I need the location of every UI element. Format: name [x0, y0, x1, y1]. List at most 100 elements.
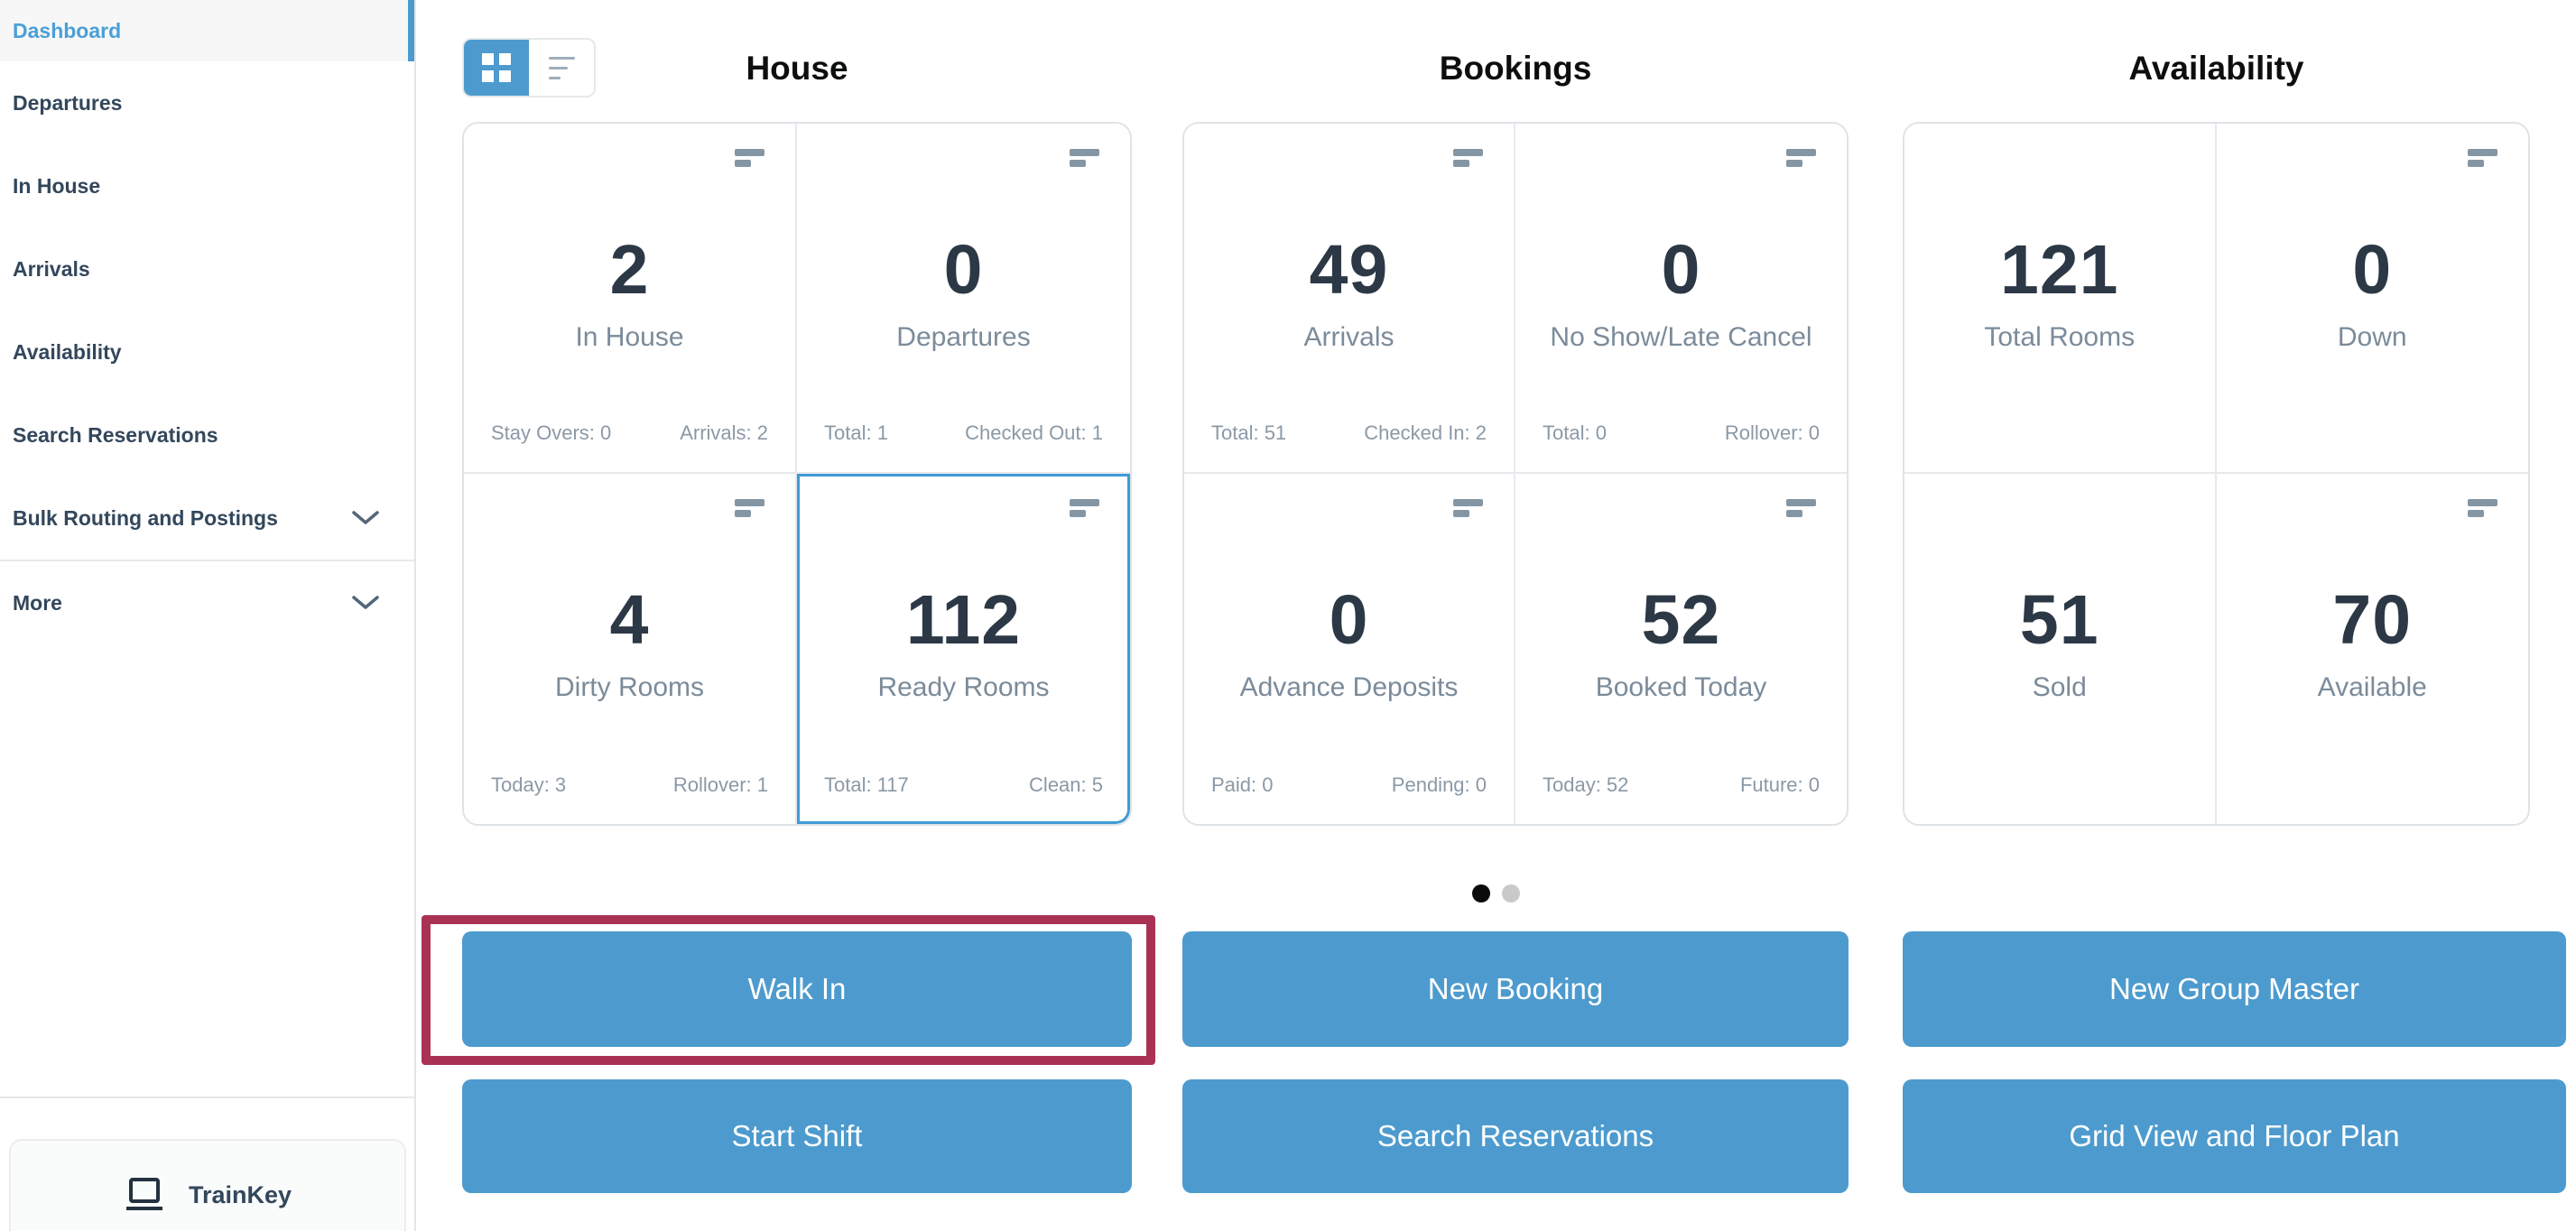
list-view-button[interactable] — [529, 40, 594, 96]
card-stat-left: Total: 1 — [824, 421, 888, 444]
card-stats: Paid: 0 Pending: 0 — [1211, 773, 1487, 797]
card-arrivals[interactable]: 49 Arrivals Total: 51 Checked In: 2 — [1184, 124, 1515, 474]
sidebar-item-departures[interactable]: Departures — [0, 61, 414, 144]
sidebar: Dashboard Departures In House Arrivals A… — [0, 0, 416, 1231]
card-dirty-rooms[interactable]: 4 Dirty Rooms Today: 3 Rollover: 1 — [464, 474, 797, 824]
section-title-house: House — [746, 50, 848, 87]
card-value: 0 — [1661, 231, 1701, 309]
card-label: Booked Today — [1595, 672, 1767, 702]
card-stat-right: Rollover: 0 — [1724, 421, 1820, 444]
sidebar-item-search-reservations[interactable]: Search Reservations — [0, 393, 414, 477]
grid-view-icon — [482, 53, 511, 82]
card-menu-icon[interactable] — [1453, 499, 1483, 517]
card-advance-deposits[interactable]: 0 Advance Deposits Paid: 0 Pending: 0 — [1184, 474, 1515, 824]
sidebar-bottom-divider — [0, 1097, 414, 1098]
view-toggle — [462, 38, 596, 97]
card-stat-right: Checked Out: 1 — [965, 421, 1103, 444]
carousel-dot-2[interactable] — [1502, 884, 1520, 902]
card-label: Advance Deposits — [1239, 672, 1459, 702]
house-card-group: 2 In House Stay Overs: 0 Arrivals: 2 0 D… — [462, 122, 1132, 826]
trainkey-button[interactable]: TrainKey — [9, 1139, 406, 1231]
card-stat-left: Today: 3 — [491, 773, 567, 796]
card-stat-left: Total: 117 — [824, 773, 909, 796]
card-menu-icon[interactable] — [1786, 149, 1816, 167]
card-value: 121 — [2000, 231, 2119, 309]
card-stat-right: Clean: 5 — [1029, 773, 1103, 796]
card-stats: Total: 1 Checked Out: 1 — [824, 421, 1103, 445]
card-stats: Today: 52 Future: 0 — [1543, 773, 1820, 797]
sidebar-item-label: Arrivals — [13, 256, 90, 281]
search-reservations-button[interactable]: Search Reservations — [1182, 1079, 1849, 1193]
card-value: 0 — [943, 231, 984, 309]
card-booked-today[interactable]: 52 Booked Today Today: 52 Future: 0 — [1515, 474, 1847, 824]
chevron-down-icon — [352, 511, 379, 524]
card-value: 51 — [2019, 581, 2099, 659]
card-label: Sold — [2032, 672, 2087, 702]
sidebar-divider — [0, 560, 414, 561]
card-stats: Today: 3 Rollover: 1 — [491, 773, 768, 797]
card-label: Total Rooms — [1984, 322, 2136, 352]
card-stat-left: Today: 52 — [1543, 773, 1629, 796]
section-title-availability: Availability — [2128, 50, 2304, 87]
card-value: 0 — [1329, 581, 1369, 659]
card-stat-right: Future: 0 — [1739, 773, 1820, 796]
card-down[interactable]: 0 Down — [2216, 124, 2528, 474]
card-stats: Stay Overs: 0 Arrivals: 2 — [491, 421, 768, 445]
card-menu-icon[interactable] — [2468, 149, 2497, 167]
new-group-master-button[interactable]: New Group Master — [1903, 931, 2566, 1047]
carousel-dot-1-active[interactable] — [1472, 884, 1490, 902]
walk-in-button[interactable]: Walk In — [462, 931, 1132, 1047]
start-shift-button[interactable]: Start Shift — [462, 1079, 1132, 1193]
sidebar-item-availability[interactable]: Availability — [0, 310, 414, 393]
sidebar-item-arrivals[interactable]: Arrivals — [0, 227, 414, 310]
card-stat-left: Stay Overs: 0 — [491, 421, 612, 444]
card-available[interactable]: 70 Available — [2216, 474, 2528, 824]
card-stat-left: Total: 51 — [1211, 421, 1287, 444]
card-label: Dirty Rooms — [554, 672, 704, 702]
grid-view-and-floor-plan-button[interactable]: Grid View and Floor Plan — [1903, 1079, 2566, 1193]
card-menu-icon[interactable] — [1070, 149, 1099, 167]
sidebar-item-label: Availability — [13, 339, 122, 364]
card-label: Arrivals — [1303, 322, 1395, 352]
main-content: House Bookings Availability 2 In House S… — [416, 0, 2576, 1231]
card-value: 112 — [905, 581, 1022, 659]
grid-view-button[interactable] — [464, 40, 529, 96]
active-indicator-bar — [408, 0, 414, 61]
sidebar-item-label: Bulk Routing and Postings — [13, 505, 278, 530]
sidebar-item-label: More — [13, 590, 62, 615]
sidebar-item-label: Departures — [13, 90, 123, 115]
card-menu-icon[interactable] — [735, 149, 764, 167]
sidebar-item-dashboard[interactable]: Dashboard — [0, 0, 414, 61]
card-menu-icon[interactable] — [1070, 499, 1099, 517]
card-stat-right: Checked In: 2 — [1364, 421, 1487, 444]
card-menu-icon[interactable] — [1453, 149, 1483, 167]
card-in-house[interactable]: 2 In House Stay Overs: 0 Arrivals: 2 — [464, 124, 797, 474]
card-label: No Show/Late Cancel — [1550, 322, 1812, 352]
card-menu-icon[interactable] — [1786, 499, 1816, 517]
card-stat-left: Total: 0 — [1543, 421, 1607, 444]
card-value: 4 — [609, 581, 650, 659]
card-stat-right: Rollover: 1 — [672, 773, 768, 796]
card-total-rooms[interactable]: 121 Total Rooms — [1904, 124, 2217, 474]
sidebar-item-label: Search Reservations — [13, 422, 218, 447]
chevron-down-icon — [352, 596, 379, 609]
card-menu-icon[interactable] — [2468, 499, 2497, 517]
section-title-bookings: Bookings — [1439, 50, 1592, 87]
card-value: 2 — [609, 231, 650, 309]
carousel-dots — [416, 884, 2576, 902]
card-ready-rooms-selected[interactable]: 112 Ready Rooms Total: 117 Clean: 5 — [797, 474, 1130, 824]
sidebar-item-bulk-routing-and-postings[interactable]: Bulk Routing and Postings — [0, 477, 414, 560]
card-sold[interactable]: 51 Sold — [1904, 474, 2217, 824]
card-departures[interactable]: 0 Departures Total: 1 Checked Out: 1 — [797, 124, 1130, 474]
new-booking-button[interactable]: New Booking — [1182, 931, 1849, 1047]
card-menu-icon[interactable] — [735, 499, 764, 517]
sidebar-item-label: In House — [13, 173, 101, 198]
sidebar-item-in-house[interactable]: In House — [0, 144, 414, 227]
card-no-show-late-cancel[interactable]: 0 No Show/Late Cancel Total: 0 Rollover:… — [1515, 124, 1847, 474]
card-value: 49 — [1309, 231, 1389, 309]
card-stat-right: Arrivals: 2 — [680, 421, 768, 444]
card-stat-right: Pending: 0 — [1391, 773, 1487, 796]
sidebar-item-more[interactable]: More — [0, 561, 414, 644]
availability-card-group: 121 Total Rooms 0 Down 51 Sold 70 Availa… — [1903, 122, 2530, 826]
